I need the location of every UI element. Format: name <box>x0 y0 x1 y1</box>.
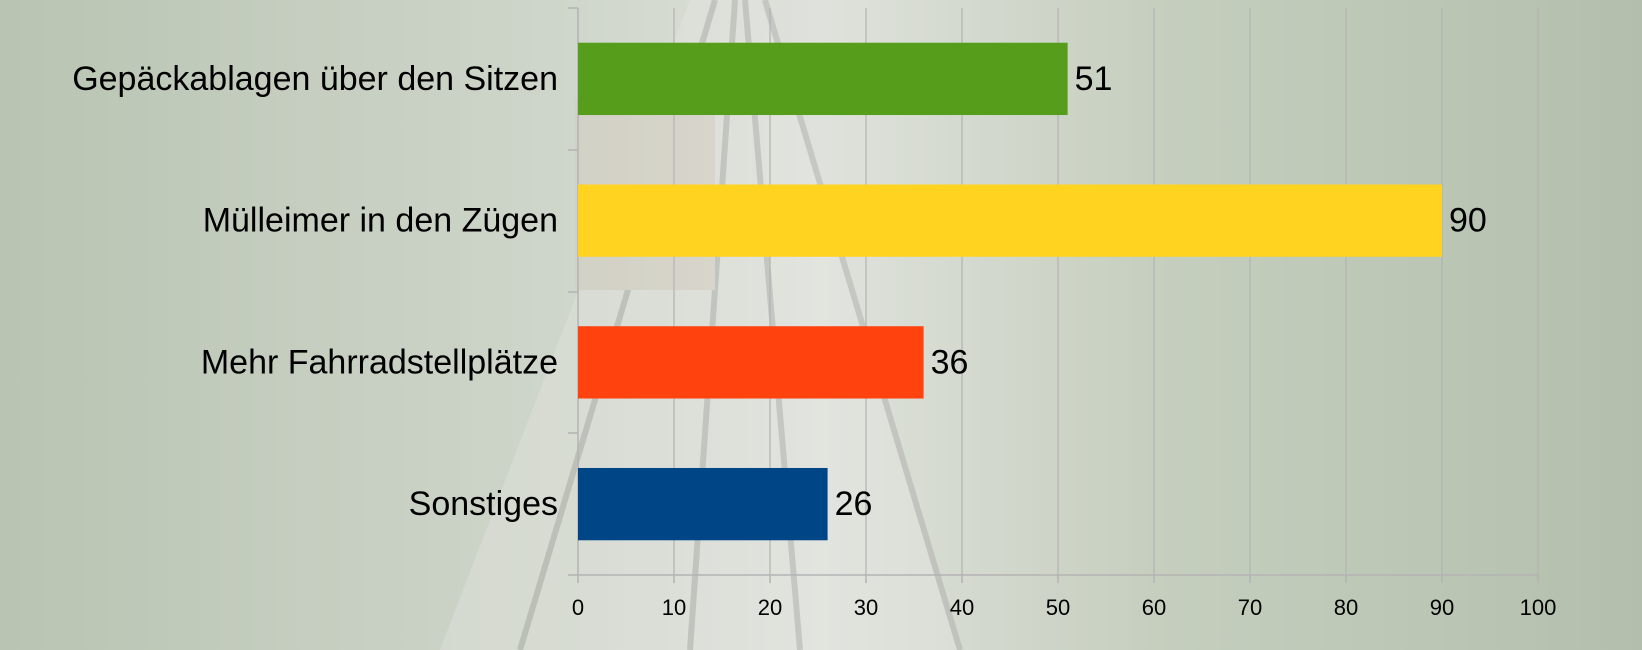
bar <box>578 467 828 541</box>
category-label: Sonstiges <box>409 485 558 523</box>
bar <box>578 42 1068 116</box>
value-label: 36 <box>931 343 969 381</box>
value-label: 51 <box>1075 60 1113 98</box>
x-tick-label: 0 <box>572 595 584 620</box>
value-label: 90 <box>1449 202 1487 240</box>
x-tick-label: 50 <box>1046 595 1070 620</box>
x-tick-label: 20 <box>758 595 782 620</box>
x-tick-label: 60 <box>1142 595 1166 620</box>
x-tick-label: 40 <box>950 595 974 620</box>
bar <box>578 326 924 399</box>
x-tick-label: 100 <box>1520 595 1557 620</box>
bar <box>578 184 1442 257</box>
value-label: 26 <box>835 485 873 523</box>
category-separators <box>568 7 578 576</box>
x-tick-label: 70 <box>1238 595 1262 620</box>
x-tick-label: 80 <box>1334 595 1358 620</box>
category-label: Mülleimer in den Zügen <box>203 202 558 240</box>
x-tick-label: 90 <box>1430 595 1454 620</box>
x-tick-label: 30 <box>854 595 878 620</box>
category-label: Mehr Fahrradstellplätze <box>201 343 558 381</box>
x-tick-label: 10 <box>662 595 686 620</box>
category-label: Gepäckablagen über den Sitzen <box>72 60 558 98</box>
